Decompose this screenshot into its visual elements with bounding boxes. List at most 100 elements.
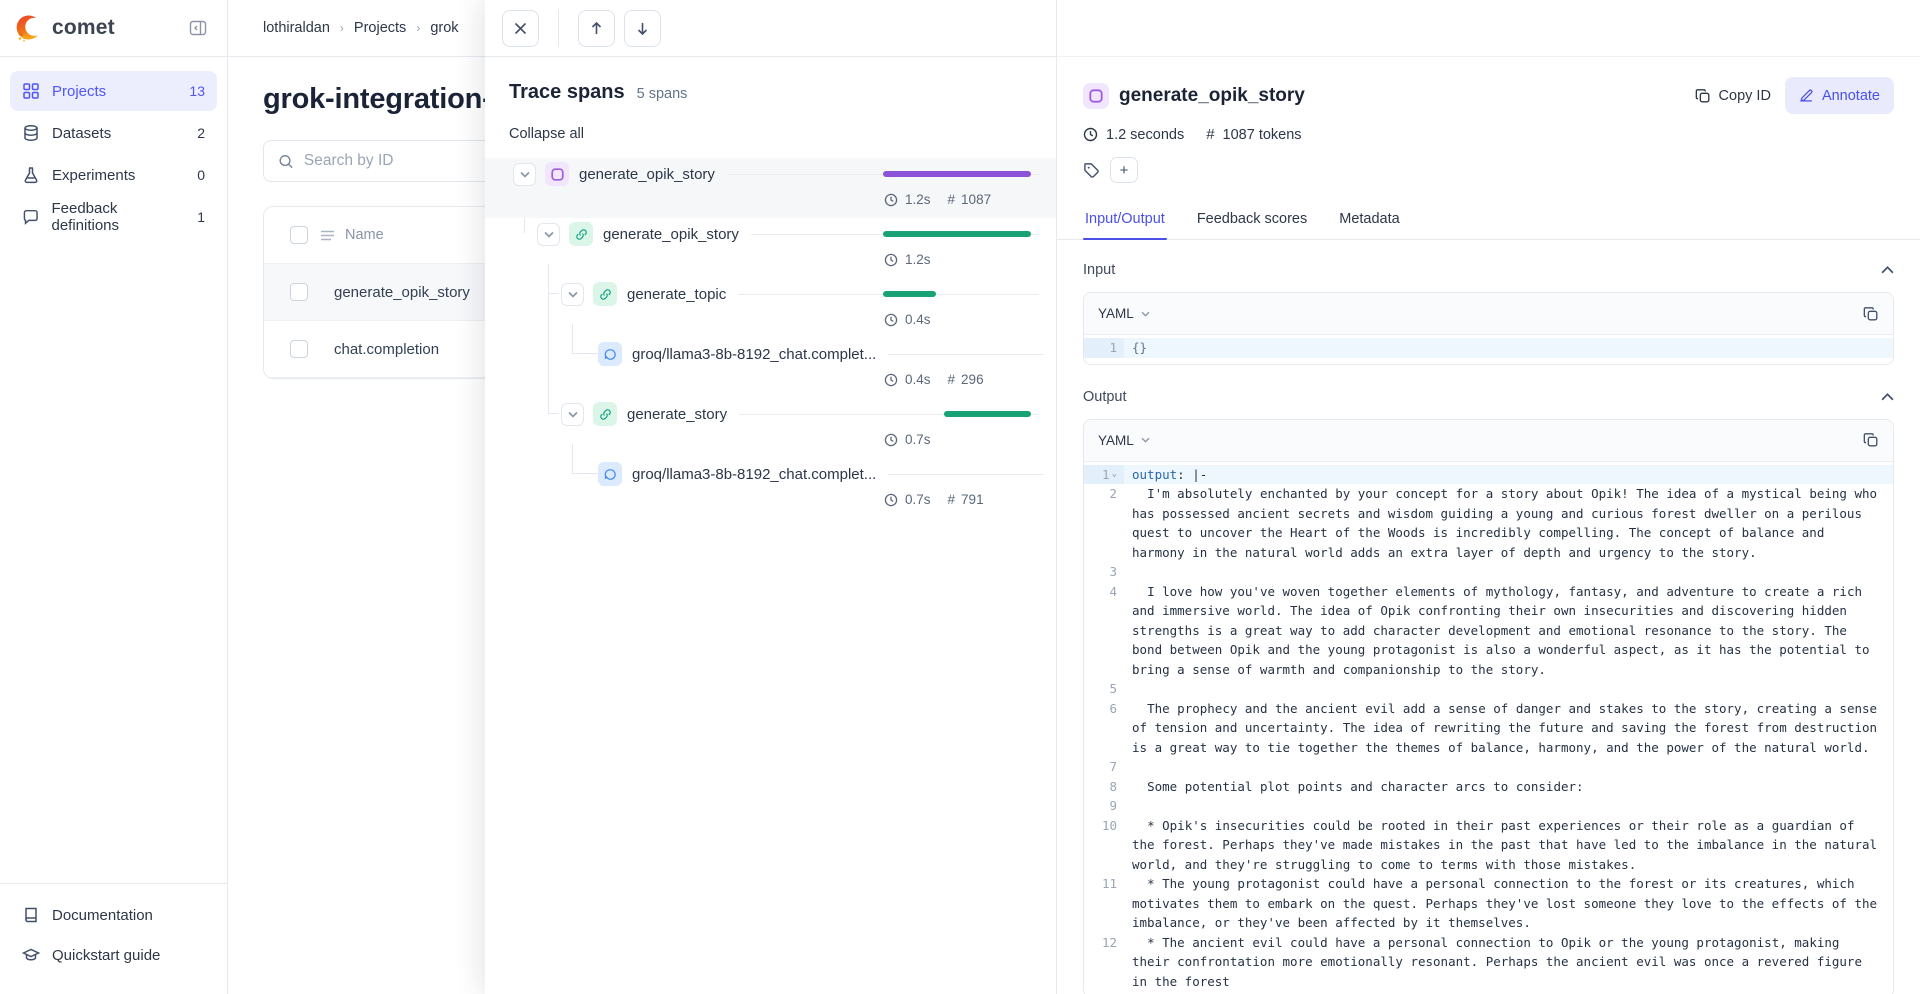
code-line: 5 xyxy=(1084,679,1893,699)
span-row[interactable]: groq/llama3-8b-8192_chat.complet... 0.7s… xyxy=(485,458,1056,518)
detail-tokens: 1087 tokens xyxy=(1222,126,1302,143)
speech-bubble-icon xyxy=(23,209,38,225)
span-tree: generate_opik_story 1.2s #1087 xyxy=(485,158,1056,518)
breadcrumb-project[interactable]: grok xyxy=(430,20,459,36)
format-select[interactable]: YAML xyxy=(1098,433,1150,448)
span-name: groq/llama3-8b-8192_chat.complet... xyxy=(632,465,877,483)
span-duration: 0.7s xyxy=(905,432,931,447)
sidebar-item-count: 1 xyxy=(197,209,205,225)
chevron-down-icon[interactable] xyxy=(513,162,536,186)
chevron-right-icon: › xyxy=(416,21,421,35)
select-all-checkbox[interactable] xyxy=(290,226,308,244)
trace-drawer: Trace spans 5 spans Collapse all xyxy=(485,0,1920,994)
fold-chevron-icon[interactable]: ⌄ xyxy=(1111,468,1117,479)
chevron-down-icon xyxy=(1141,311,1150,317)
span-detail-title: generate_opik_story xyxy=(1119,84,1305,106)
chevron-up-icon[interactable] xyxy=(1881,266,1894,274)
trace-name[interactable]: generate_opik_story xyxy=(334,283,470,301)
code-line: 4 I love how you've woven together eleme… xyxy=(1084,582,1893,680)
column-menu-icon[interactable] xyxy=(320,229,335,242)
code-text: * The ancient evil could have a personal… xyxy=(1132,934,1870,989)
code-text xyxy=(1124,757,1893,777)
code-line: 9 xyxy=(1084,796,1893,816)
breadcrumb-projects[interactable]: Projects xyxy=(353,20,407,36)
annotate-button[interactable]: Annotate xyxy=(1784,77,1894,114)
hash-icon: # xyxy=(947,372,956,387)
tree-connector xyxy=(524,204,525,233)
row-checkbox[interactable] xyxy=(290,340,308,358)
hash-icon: # xyxy=(947,192,956,207)
copy-id-button[interactable]: Copy ID xyxy=(1695,88,1771,104)
input-output-panel: Input YAML 1 {} xyxy=(1057,240,1920,994)
line-number: 9 xyxy=(1109,798,1117,813)
sidebar-item-datasets[interactable]: Datasets 2 xyxy=(10,113,217,153)
clock-icon xyxy=(884,433,898,446)
tab-input-output[interactable]: Input/Output xyxy=(1083,201,1167,240)
copy-icon[interactable] xyxy=(1863,432,1879,448)
chevron-up-icon[interactable] xyxy=(1881,392,1894,401)
clock-icon xyxy=(884,493,898,506)
format-select[interactable]: YAML xyxy=(1098,306,1150,321)
span-tokens: 791 xyxy=(961,492,984,507)
trace-spans-title: Trace spans xyxy=(509,81,625,103)
chevron-down-icon[interactable] xyxy=(561,402,584,426)
search-icon xyxy=(279,154,293,168)
hash-icon: # xyxy=(947,492,956,507)
clock-icon xyxy=(1083,127,1098,142)
next-trace-arrow-down-icon[interactable] xyxy=(624,9,661,47)
span-row[interactable]: generate_opik_story 1.2s xyxy=(485,218,1056,278)
sidebar-item-experiments[interactable]: Experiments 0 xyxy=(10,155,217,195)
tag-icon xyxy=(1084,162,1099,178)
span-row[interactable]: groq/llama3-8b-8192_chat.complet... 0.4s… xyxy=(485,338,1056,398)
collapse-all-button[interactable]: Collapse all xyxy=(509,126,584,142)
sidebar-collapse-icon[interactable] xyxy=(185,15,211,41)
sidebar-item-count: 0 xyxy=(197,167,205,183)
tab-feedback-scores[interactable]: Feedback scores xyxy=(1196,211,1308,227)
previous-trace-arrow-up-icon[interactable] xyxy=(578,9,615,47)
line-number: 3 xyxy=(1109,564,1117,579)
sidebar-item-feedback-definitions[interactable]: Feedback definitions 1 xyxy=(10,197,217,237)
close-icon[interactable] xyxy=(502,9,539,47)
chevron-right-icon: › xyxy=(339,21,344,35)
sidebar-item-count: 13 xyxy=(189,83,205,99)
format-label: YAML xyxy=(1098,306,1134,321)
tree-connector xyxy=(572,444,573,473)
yaml-rest: : |- xyxy=(1177,466,1208,482)
code-line: 8 Some potential plot points and charact… xyxy=(1084,777,1893,797)
sidebar-item-label: Quickstart guide xyxy=(52,946,161,964)
code-text: I love how you've woven together element… xyxy=(1132,583,1878,677)
span-name: generate_opik_story xyxy=(603,225,739,243)
copy-icon[interactable] xyxy=(1863,306,1879,322)
span-name: generate_topic xyxy=(627,285,727,303)
trace-icon xyxy=(1083,82,1109,109)
comet-logo[interactable]: comet xyxy=(14,13,115,43)
clock-icon xyxy=(884,373,898,386)
input-code-box: YAML 1 {} xyxy=(1083,292,1894,365)
chevron-down-icon[interactable] xyxy=(561,282,584,306)
code-line: 7 xyxy=(1084,757,1893,777)
code-line: 1 ⌄ output: |- xyxy=(1084,464,1893,484)
output-code-box: YAML 1 ⌄ output: |- 2 I'm absolutely ench… xyxy=(1083,418,1894,994)
span-row[interactable]: generate_story 0.7s xyxy=(485,398,1056,458)
input-section-title: Input xyxy=(1083,262,1116,278)
duration-bar xyxy=(943,411,1031,417)
sidebar-item-quickstart[interactable]: Quickstart guide xyxy=(10,936,217,974)
sidebar-item-projects[interactable]: Projects 13 xyxy=(10,71,217,111)
chat-bubble-icon xyxy=(598,462,622,486)
span-row[interactable]: generate_opik_story 1.2s #1087 xyxy=(485,158,1056,218)
trace-name[interactable]: chat.completion xyxy=(334,340,440,358)
add-tag-button[interactable]: + xyxy=(1110,157,1138,183)
row-checkbox[interactable] xyxy=(290,283,308,301)
tab-metadata[interactable]: Metadata xyxy=(1339,211,1400,227)
database-icon xyxy=(24,125,38,141)
duration-bar xyxy=(883,171,1031,177)
chevron-down-icon[interactable] xyxy=(537,222,560,246)
code-line: 11 * The young protagonist could have a … xyxy=(1084,874,1893,933)
span-row[interactable]: generate_topic 0.4s xyxy=(485,278,1056,338)
graduation-cap-icon xyxy=(22,948,40,961)
tree-connector xyxy=(548,293,559,294)
sidebar-item-documentation[interactable]: Documentation xyxy=(10,896,217,934)
span-tokens: 1087 xyxy=(961,192,992,207)
breadcrumb-workspace[interactable]: lothiraldan xyxy=(263,20,330,36)
column-header-name[interactable]: Name xyxy=(345,227,384,243)
